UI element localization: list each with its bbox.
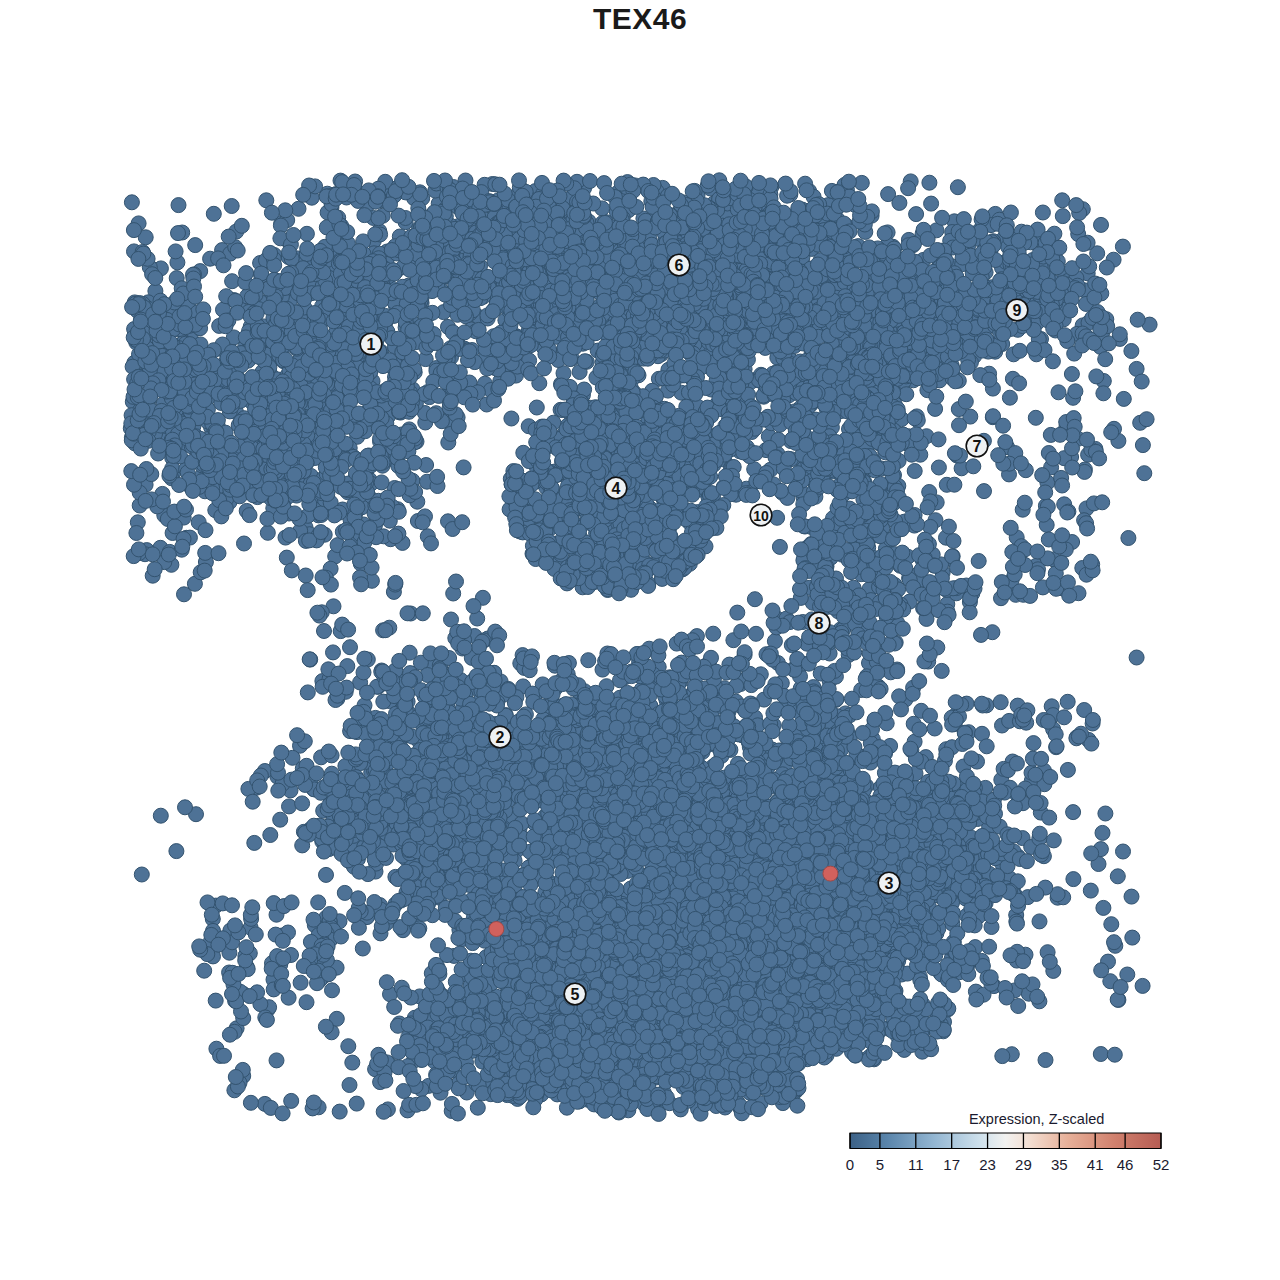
svg-text:6: 6 — [675, 257, 684, 274]
svg-text:35: 35 — [1051, 1156, 1068, 1173]
svg-text:2: 2 — [496, 729, 505, 746]
svg-text:11: 11 — [908, 1156, 924, 1173]
svg-text:17: 17 — [943, 1156, 960, 1173]
svg-text:3: 3 — [885, 875, 894, 892]
svg-text:0: 0 — [846, 1156, 854, 1173]
svg-text:29: 29 — [1015, 1156, 1032, 1173]
svg-text:7: 7 — [973, 438, 982, 455]
svg-text:8: 8 — [815, 615, 824, 632]
svg-text:9: 9 — [1013, 302, 1022, 319]
svg-text:10: 10 — [753, 508, 769, 524]
svg-text:Expression, Z-scaled: Expression, Z-scaled — [969, 1111, 1104, 1127]
svg-text:5: 5 — [571, 986, 580, 1003]
svg-text:5: 5 — [876, 1156, 884, 1173]
svg-text:46: 46 — [1117, 1156, 1134, 1173]
svg-text:1: 1 — [367, 336, 376, 353]
svg-text:23: 23 — [979, 1156, 996, 1173]
svg-text:52: 52 — [1153, 1156, 1170, 1173]
svg-text:4: 4 — [612, 480, 621, 497]
svg-text:41: 41 — [1087, 1156, 1104, 1173]
